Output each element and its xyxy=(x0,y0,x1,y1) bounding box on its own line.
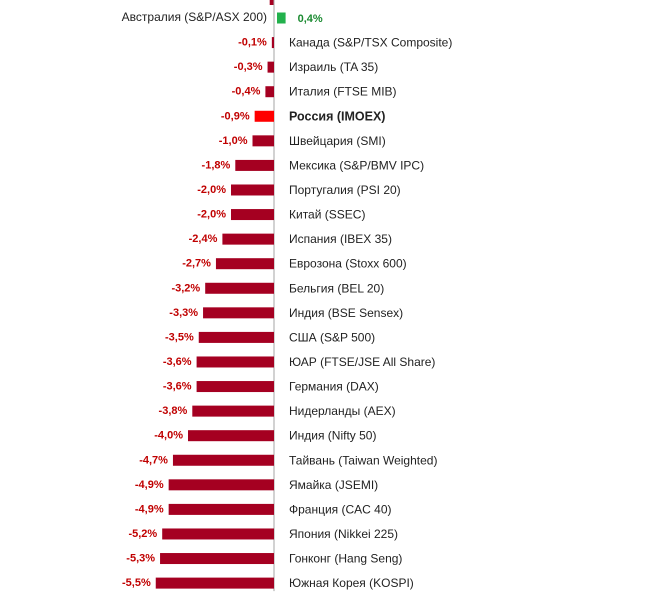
category-label-0: Австралия (S&P/ASX 200) xyxy=(122,10,267,24)
category-label-12: Индия (BSE Sensex) xyxy=(289,306,403,320)
category-label-20: Франция (CAC 40) xyxy=(289,502,392,516)
bar-0 xyxy=(277,12,286,24)
value-label-15: -3,6% xyxy=(163,381,192,393)
bar-partial-top xyxy=(269,0,274,5)
value-label-11: -3,2% xyxy=(171,282,200,294)
category-label-14: ЮАР (FTSE/JSE All Share) xyxy=(289,355,435,369)
value-label-2: -0,3% xyxy=(234,61,263,73)
bar-8 xyxy=(231,209,274,221)
bar-20 xyxy=(168,503,274,515)
value-label-7: -2,0% xyxy=(197,184,226,196)
category-label-10: Еврозона (Stoxx 600) xyxy=(289,257,407,271)
bar-23 xyxy=(155,577,274,589)
value-label-23: -5,5% xyxy=(122,577,151,589)
category-label-21: Япония (Nikkei 225) xyxy=(289,527,398,541)
category-label-11: Бельгия (BEL 20) xyxy=(289,281,384,295)
category-label-22: Гонконг (Hang Seng) xyxy=(289,552,402,566)
value-label-1: -0,1% xyxy=(238,37,267,49)
bar-6 xyxy=(235,159,274,171)
bar-22 xyxy=(160,553,274,565)
value-label-5: -1,0% xyxy=(219,135,248,147)
value-label-14: -3,6% xyxy=(163,356,192,368)
category-label-2: Израиль (TA 35) xyxy=(289,60,378,74)
value-label-13: -3,5% xyxy=(165,331,194,343)
bar-1 xyxy=(271,37,274,49)
value-label-8: -2,0% xyxy=(197,209,226,221)
bar-17 xyxy=(188,430,274,442)
category-label-6: Мексика (S&P/BMV IPC) xyxy=(289,158,424,172)
category-label-8: Китай (SSEC) xyxy=(289,208,365,222)
category-label-23: Южная Корея (KOSPI) xyxy=(289,576,414,590)
bar-18 xyxy=(172,454,274,466)
bar-21 xyxy=(162,528,274,540)
value-label-10: -2,7% xyxy=(182,258,211,270)
bar-19 xyxy=(168,479,274,491)
value-label-16: -3,8% xyxy=(159,405,188,417)
bar-2 xyxy=(267,61,274,73)
category-label-5: Швейцария (SMI) xyxy=(289,134,386,148)
bar-5 xyxy=(252,135,274,147)
category-label-9: Испания (IBEX 35) xyxy=(289,232,392,246)
bar-4 xyxy=(254,110,274,122)
bar-7 xyxy=(231,184,274,196)
category-label-1: Канада (S&P/TSX Composite) xyxy=(289,36,452,50)
value-label-19: -4,9% xyxy=(135,479,164,491)
value-label-4: -0,9% xyxy=(221,110,250,122)
bar-3 xyxy=(265,86,274,98)
bar-9 xyxy=(222,233,274,245)
value-label-0: 0,4% xyxy=(298,13,323,25)
bar-14 xyxy=(196,356,274,368)
category-label-3: Италия (FTSE MIB) xyxy=(289,85,397,99)
value-label-9: -2,4% xyxy=(189,233,218,245)
category-label-16: Нидерланды (AEX) xyxy=(289,404,396,418)
category-label-7: Португалия (PSI 20) xyxy=(289,183,401,197)
bar-12 xyxy=(203,307,274,319)
value-label-12: -3,3% xyxy=(169,307,198,319)
bar-11 xyxy=(205,282,274,294)
category-label-13: США (S&P 500) xyxy=(289,330,375,344)
value-label-3: -0,4% xyxy=(232,86,261,98)
category-label-4: Россия (IMOEX) xyxy=(289,109,385,123)
bar-13 xyxy=(198,331,274,343)
bar-15 xyxy=(196,381,274,393)
bar-16 xyxy=(192,405,274,417)
value-label-20: -4,9% xyxy=(135,503,164,515)
category-label-15: Германия (DAX) xyxy=(289,380,379,394)
category-label-19: Ямайка (JSEMI) xyxy=(289,478,378,492)
value-label-21: -5,2% xyxy=(128,528,157,540)
category-label-17: Индия (Nifty 50) xyxy=(289,429,376,443)
value-label-6: -1,8% xyxy=(202,159,231,171)
value-label-17: -4,0% xyxy=(154,430,183,442)
value-label-22: -5,3% xyxy=(126,553,155,565)
value-label-18: -4,7% xyxy=(139,454,168,466)
bar-10 xyxy=(215,258,274,270)
category-label-18: Тайвань (Taiwan Weighted) xyxy=(289,453,437,467)
